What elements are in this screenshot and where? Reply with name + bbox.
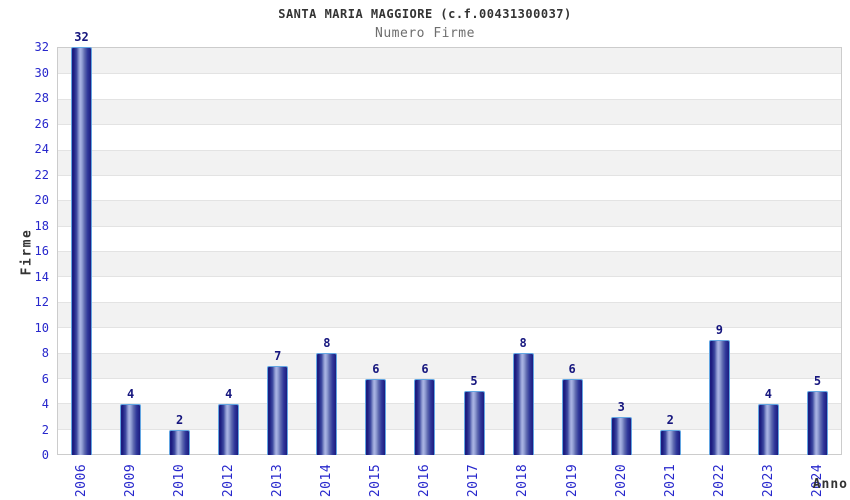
bar-2015 [365, 378, 387, 455]
grid-band [58, 48, 841, 74]
bar-value-label: 5 [470, 374, 478, 389]
chart-title: SANTA MARIA MAGGIORE (c.f.00431300037) [278, 7, 572, 21]
y-tick-label: 12 [34, 295, 49, 309]
bar-value-label: 6 [372, 361, 380, 376]
bar-value-label: 9 [715, 323, 723, 338]
bar-2013 [267, 365, 289, 455]
grid-band [58, 124, 841, 150]
bar-value-label: 6 [421, 361, 429, 376]
y-tick-label: 16 [34, 244, 49, 258]
grid-band [58, 276, 841, 302]
bar-2019 [561, 378, 583, 455]
x-tick-label: 2022 [711, 463, 727, 497]
bar-value-label: 3 [617, 399, 625, 414]
y-tick-label: 22 [34, 167, 49, 182]
x-tick-label: 2018 [515, 463, 531, 497]
y-tick-label: 0 [41, 448, 49, 462]
x-tick-label: 2012 [221, 463, 237, 497]
bar-value-label: 2 [666, 412, 674, 427]
bar-2012 [218, 404, 240, 455]
x-tick-label: 2020 [613, 463, 629, 497]
bar-value-label: 2 [176, 412, 184, 427]
x-tick-label: 2014 [319, 463, 335, 497]
bar-2024 [806, 391, 828, 455]
bar-2016 [414, 378, 436, 455]
grid-band [58, 225, 841, 251]
bar-value-label: 7 [274, 348, 282, 363]
bar-2010 [169, 429, 191, 455]
bar-2009 [120, 404, 142, 455]
bar-2021 [659, 429, 681, 455]
bar-value-label: 4 [225, 387, 233, 401]
grid-band [58, 98, 841, 125]
y-tick-label: 2 [41, 422, 49, 437]
bar-2018 [512, 353, 534, 455]
x-tick-label: 2006 [74, 463, 90, 497]
grid-band [58, 73, 841, 99]
x-tick-label: 2019 [564, 463, 580, 497]
bar-2006 [71, 47, 93, 455]
y-tick-label: 8 [41, 346, 49, 360]
grid-band [58, 251, 841, 277]
x-tick-label: 2015 [368, 463, 384, 497]
bar-value-label: 32 [74, 30, 89, 44]
x-tick-label: 2023 [760, 463, 776, 497]
y-tick-label: 6 [41, 371, 49, 386]
bar-value-label: 4 [764, 387, 773, 401]
grid-band [58, 200, 841, 226]
bar-2017 [463, 391, 485, 455]
x-tick-label: 2016 [417, 463, 433, 497]
bar-value-label: 5 [813, 374, 822, 389]
y-tick-label: 20 [34, 193, 49, 207]
bar-2022 [708, 340, 730, 455]
x-tick-label: 2017 [466, 463, 482, 497]
y-tick-label: 4 [41, 397, 49, 411]
x-tick-label: 2021 [662, 463, 678, 497]
x-axis-label: Anno [812, 477, 848, 492]
y-tick-label: 30 [34, 65, 49, 80]
bar-2014 [316, 353, 338, 455]
y-tick-label: 18 [34, 218, 49, 233]
y-tick-label: 14 [34, 269, 49, 284]
y-tick-label: 26 [34, 116, 49, 131]
bar-2020 [610, 416, 632, 455]
grid-band [58, 149, 841, 175]
bar-value-label: 6 [568, 361, 576, 376]
bar-value-label: 8 [323, 336, 331, 350]
bar-value-label: 4 [126, 387, 135, 401]
bar-value-label: 8 [519, 336, 527, 350]
x-tick-label: 2013 [270, 463, 286, 497]
x-tick-label: 2010 [172, 463, 188, 497]
bar-2023 [757, 404, 779, 455]
grid-band [58, 174, 841, 201]
y-tick-label: 24 [34, 142, 49, 156]
chart-subtitle: Numero Firme [375, 26, 475, 41]
x-tick-label: 2009 [123, 463, 139, 497]
grid-band [58, 301, 841, 328]
y-tick-label: 28 [34, 91, 49, 105]
y-tick-label: 10 [34, 320, 49, 335]
y-tick-label: 32 [34, 40, 49, 54]
